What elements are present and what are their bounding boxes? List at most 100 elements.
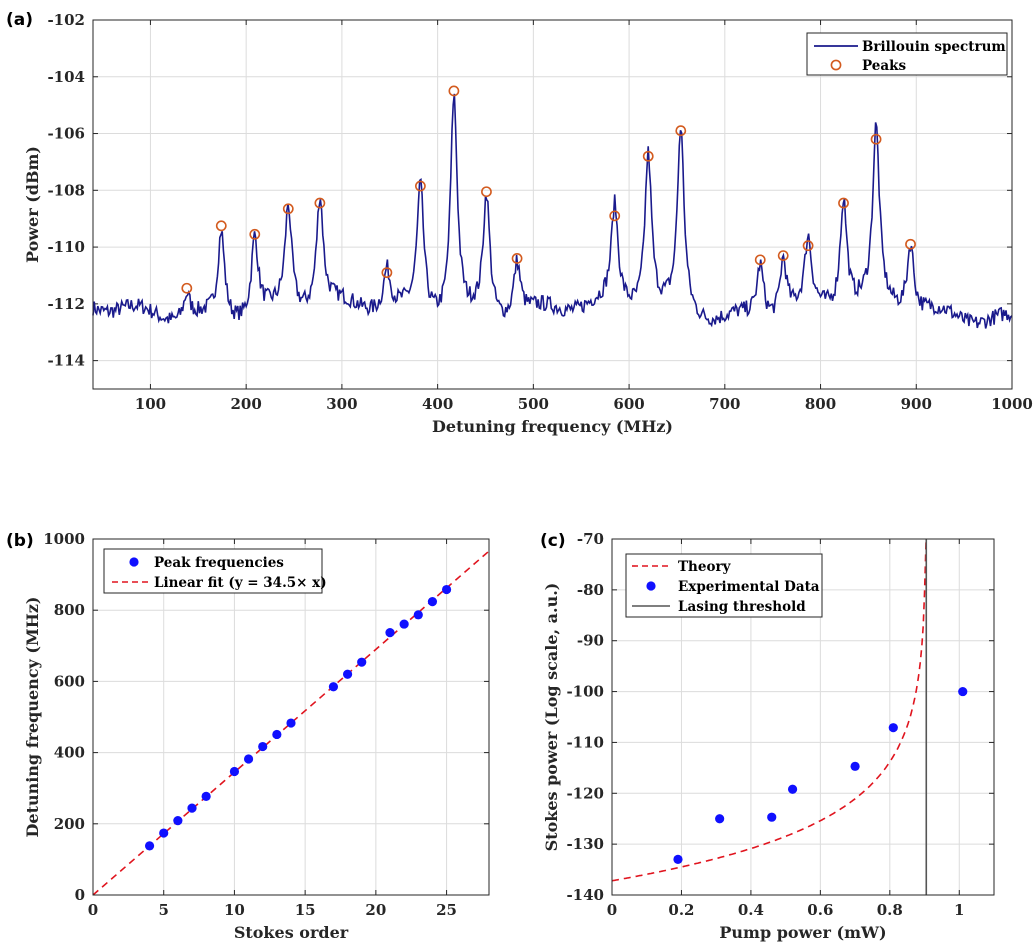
- data-point: [187, 803, 197, 813]
- data-point: [441, 584, 452, 595]
- peak-marker: [754, 254, 766, 266]
- legend-marker-experimental: [646, 581, 656, 591]
- data-point: [399, 619, 409, 629]
- legend-label-linear-fit: Linear fit (y = 34.5× x): [154, 575, 327, 591]
- theory-curve: [611, 538, 927, 882]
- y-tick-label: 800: [54, 601, 85, 619]
- peak-marker: [609, 210, 621, 222]
- y-tick-label: -140: [566, 886, 604, 904]
- x-tick-label: 900: [901, 395, 932, 413]
- data-point: [427, 597, 438, 607]
- y-tick-label: -114: [47, 352, 85, 370]
- y-tick-label: -110: [47, 238, 85, 256]
- data-point: [787, 784, 798, 794]
- x-tick-label: 0: [88, 901, 98, 919]
- tick-labels-a: 100 200 300 400 500 600 700 800 900 1000 -114 -112 -…: [47, 11, 1032, 413]
- peak-marker: [181, 282, 193, 294]
- x-tick-label: 20: [365, 901, 386, 919]
- peak-marker: [777, 250, 789, 261]
- y-tick-label: -106: [47, 125, 85, 143]
- data-point: [357, 657, 367, 667]
- peak-marker: [448, 85, 460, 97]
- data-point: [229, 766, 240, 777]
- y-tick-label: 1000: [43, 530, 85, 548]
- x-tick-label: 5: [158, 901, 168, 919]
- x-tick-label: 0.8: [877, 901, 903, 919]
- peak-marker: [481, 186, 492, 198]
- data-point: [286, 718, 296, 728]
- brillouin-spectrum-line: [92, 93, 1013, 329]
- peak-marker: [870, 133, 882, 145]
- y-axis-label-a: Power (dBm): [23, 146, 42, 263]
- y-tick-label: -112: [47, 295, 85, 313]
- chart-panel-b: (b) 0 5 10 15 20 25 0 200 400 600 800 1000 Stokes o…: [6, 530, 490, 942]
- peak-marker: [675, 125, 687, 137]
- peak-marker: [282, 203, 294, 215]
- x-tick-label: 200: [231, 395, 262, 413]
- x-tick-label: 1: [954, 901, 964, 919]
- y-tick-label: -80: [577, 581, 604, 599]
- data-point: [243, 754, 254, 764]
- data-point: [144, 841, 155, 851]
- x-axis-label-a: Detuning frequency (MHz): [432, 417, 673, 436]
- peak-frequency-points: [144, 584, 452, 851]
- x-axis-label-c: Pump power (mW): [719, 923, 886, 942]
- axes-frame-c: [611, 538, 995, 896]
- linear-fit-line: [92, 550, 490, 896]
- y-tick-label: 0: [75, 886, 85, 904]
- y-tick-label: -120: [566, 784, 604, 802]
- data-point: [413, 610, 423, 620]
- y-axis-label-b: Detuning frequency (MHz): [23, 597, 42, 838]
- panel-label-b: (b): [6, 531, 34, 551]
- y-tick-label: 200: [54, 815, 85, 833]
- data-point: [888, 723, 898, 733]
- peak-marker: [249, 228, 261, 240]
- peak-marker: [905, 238, 916, 250]
- data-point: [342, 669, 353, 679]
- x-tick-label: 0: [607, 901, 617, 919]
- chart-panel-a: (a) 100 200 300 400 500 600 700 800 900 1000 -114 -…: [6, 10, 1033, 436]
- x-tick-label: 700: [709, 395, 740, 413]
- data-point: [159, 828, 169, 838]
- experimental-data-points: [673, 686, 968, 865]
- y-tick-label: -100: [566, 683, 604, 701]
- legend-marker-peaks: [830, 59, 842, 71]
- y-tick-label: -108: [47, 181, 85, 199]
- x-tick-label: 500: [518, 395, 549, 413]
- y-tick-label: -102: [47, 11, 85, 29]
- y-tick-label: 400: [54, 744, 85, 762]
- peak-marker: [414, 180, 426, 192]
- x-tick-label: 0.6: [807, 901, 833, 919]
- x-tick-label: 100: [135, 395, 166, 413]
- grid-a: [93, 19, 1013, 389]
- tick-labels-b: 0 5 10 15 20 25 0 200 400 600 800 1000: [43, 530, 457, 919]
- data-point: [201, 791, 211, 801]
- x-tick-label: 0.2: [668, 901, 694, 919]
- x-tick-label: 400: [422, 395, 453, 413]
- legend-label-peak-frequencies: Peak frequencies: [154, 555, 284, 571]
- x-axis-label-b: Stokes order: [234, 923, 349, 942]
- data-point: [272, 729, 282, 740]
- tick-labels-c: 0 0.2 0.4 0.6 0.8 1 -140 -130 -120 -110 -100 -90 -80…: [566, 530, 964, 919]
- legend-marker-peak-frequencies: [129, 557, 139, 567]
- x-tick-label: 0.4: [738, 901, 764, 919]
- y-tick-label: -130: [566, 835, 604, 853]
- peak-marker: [381, 267, 393, 279]
- y-tick-label: -90: [577, 632, 604, 650]
- data-point: [673, 854, 683, 865]
- peak-markers: [181, 85, 916, 294]
- x-tick-label: 10: [224, 901, 245, 919]
- legend-label-theory: Theory: [678, 559, 732, 575]
- legend-label-peaks: Peaks: [862, 58, 906, 74]
- panel-label-a: (a): [6, 10, 33, 30]
- peak-marker: [642, 150, 654, 162]
- data-point: [328, 682, 339, 692]
- legend-label-experimental: Experimental Data: [678, 579, 820, 595]
- axes-frame-b: [92, 538, 490, 896]
- y-tick-label: -104: [47, 68, 85, 86]
- y-tick-label: -110: [566, 733, 604, 751]
- y-tick-label: -70: [577, 530, 604, 548]
- peak-marker: [802, 240, 814, 252]
- legend-c: Theory Experimental Data Lasing threshol…: [625, 553, 823, 618]
